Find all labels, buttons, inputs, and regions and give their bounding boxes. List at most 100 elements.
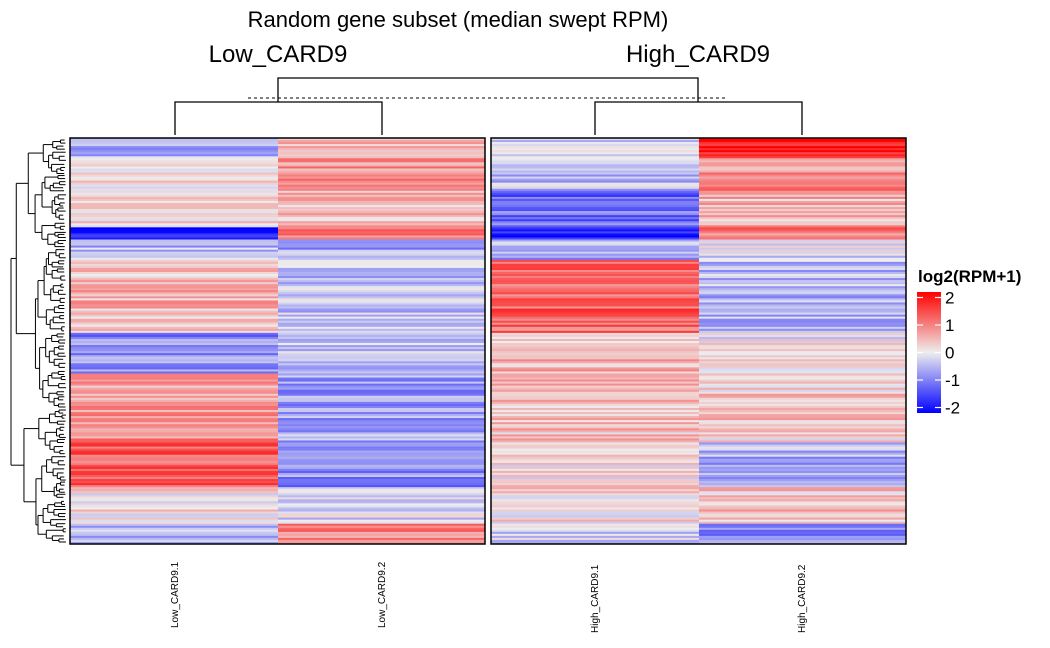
heatmap-cell <box>278 414 485 417</box>
heatmap-cell <box>699 267 906 271</box>
heatmap-cell <box>278 326 485 330</box>
heatmap-cell <box>278 438 485 441</box>
heatmap-cell <box>699 517 906 520</box>
heatmap-cell <box>278 241 485 244</box>
heatmap-cell <box>491 231 699 234</box>
heatmap-cell <box>699 422 906 425</box>
heatmap-cell <box>278 505 485 508</box>
heatmap-cell <box>491 355 699 358</box>
heatmap-cell <box>491 336 699 340</box>
heatmap-cell <box>491 245 699 248</box>
heatmap-cell <box>491 525 699 529</box>
heatmap-cell <box>278 247 485 250</box>
heatmap-cell <box>278 314 485 317</box>
heatmap-cell <box>278 245 485 248</box>
heatmap-cell <box>70 424 278 427</box>
heatmap-cell <box>278 529 485 533</box>
heatmap-cell <box>70 365 278 368</box>
heatmap-cell <box>70 202 278 206</box>
heatmap-cell <box>491 192 699 196</box>
heatmap-cell <box>70 448 278 451</box>
heatmap-cell <box>699 497 906 500</box>
heatmap-cell <box>278 341 485 344</box>
heatmap-cell <box>278 509 485 512</box>
heatmap-cell <box>699 537 906 541</box>
heatmap-cell <box>491 535 699 539</box>
heatmap-cell <box>70 387 278 391</box>
heatmap-cell <box>278 312 485 315</box>
heatmap-cell <box>491 300 699 303</box>
heatmap-cell <box>699 389 906 393</box>
heatmap-cell <box>699 223 906 226</box>
heatmap-cell <box>278 296 485 299</box>
heatmap-cell <box>70 509 278 512</box>
heatmap-cell <box>699 215 906 218</box>
heatmap-cell <box>491 487 699 490</box>
heatmap-cell <box>699 180 906 184</box>
heatmap-cell <box>491 263 699 267</box>
heatmap-cell <box>70 146 278 149</box>
heatmap-cell <box>491 180 699 184</box>
heatmap-cell <box>491 541 699 545</box>
color-legend: log2(RPM+1) 2 1 0 -1 -2 <box>917 267 1021 418</box>
heatmap-cell <box>70 505 278 508</box>
heatmap-cell <box>699 464 906 468</box>
heatmap-cell <box>70 286 278 289</box>
heatmap-cell <box>70 247 278 250</box>
heatmap-cell <box>491 341 699 344</box>
heatmap-cell <box>699 369 906 372</box>
heatmap-cell <box>699 146 906 149</box>
heatmap-cell <box>491 483 699 486</box>
heatmap-cell <box>491 428 699 431</box>
heatmap-cell <box>491 217 699 220</box>
heatmap-cell <box>699 379 906 382</box>
heatmap-cell <box>491 357 699 360</box>
heatmap-cell <box>278 454 485 458</box>
heatmap-cell <box>491 454 699 458</box>
heatmap-cell <box>699 194 906 198</box>
heatmap-cell <box>491 334 699 338</box>
heatmap-cell <box>278 442 485 445</box>
heatmap-cell <box>278 385 485 389</box>
heatmap-cell <box>278 405 485 409</box>
heatmap-cell <box>491 371 699 374</box>
heatmap-cell <box>491 505 699 508</box>
heatmap-cell <box>70 442 278 445</box>
heatmap-cell <box>699 316 906 320</box>
heatmap-cell <box>70 215 278 218</box>
heatmap-cell <box>699 259 906 263</box>
heatmap-cell <box>699 359 906 362</box>
heatmap-cell <box>278 138 485 141</box>
heatmap-cell <box>278 436 485 439</box>
heatmap-cell <box>278 259 485 263</box>
heatmap-cell <box>491 422 699 425</box>
heatmap-cell <box>699 519 906 523</box>
heatmap-cell <box>491 284 699 287</box>
heatmap-cell <box>278 521 485 525</box>
heatmap-cell <box>491 353 699 356</box>
heatmap-cell <box>491 507 699 510</box>
heatmap-cell <box>699 150 906 153</box>
heatmap-cell <box>699 265 906 269</box>
heatmap-cell <box>699 338 906 342</box>
heatmap-cell <box>278 182 485 186</box>
heatmap-cell <box>278 474 485 478</box>
heatmap-cell <box>491 198 699 202</box>
heatmap-cell <box>699 491 906 494</box>
heatmap-cell <box>491 178 699 181</box>
heatmap-cell <box>278 249 485 253</box>
heatmap-cell <box>491 387 699 391</box>
heatmap-cell <box>491 367 699 370</box>
heatmap-cell <box>278 464 485 468</box>
heatmap-cell <box>278 176 485 179</box>
heatmap-cell <box>278 328 485 332</box>
heatmap-cell <box>278 207 485 210</box>
heatmap-cell <box>70 391 278 395</box>
heatmap-cell <box>491 426 699 429</box>
heatmap-cell <box>278 525 485 529</box>
heatmap-cell <box>699 198 906 202</box>
heatmap-cell <box>491 383 699 387</box>
heatmap-cell <box>699 326 906 330</box>
heatmap-cell <box>278 282 485 285</box>
heatmap-cell <box>278 375 485 378</box>
